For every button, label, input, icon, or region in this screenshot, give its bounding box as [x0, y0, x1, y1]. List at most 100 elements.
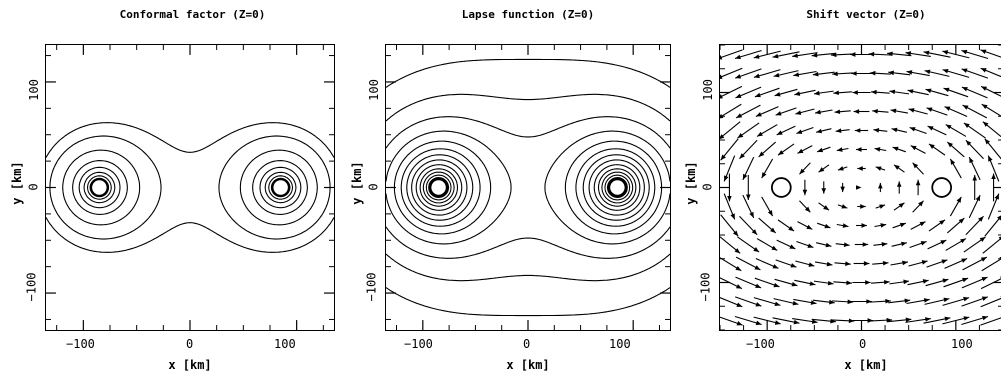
arrow-head [802, 189, 808, 196]
arrow-head [727, 195, 732, 202]
arrow-head [905, 51, 912, 56]
contour-line [78, 166, 302, 209]
arrow-head [906, 70, 913, 75]
arrow-head [796, 129, 803, 134]
arrow-head [773, 72, 780, 78]
arrow-head [881, 242, 888, 247]
arrow-head [925, 88, 932, 94]
contour-plot [385, 44, 671, 331]
arrow-head [829, 299, 835, 305]
arrow-head [823, 205, 830, 211]
arrow-head [910, 145, 917, 151]
arrow-head [988, 155, 993, 162]
arrow-head [774, 91, 781, 97]
arrow-head [950, 158, 956, 165]
arrow-head [825, 242, 832, 248]
arrow-head [962, 277, 969, 283]
arrow-head [846, 280, 852, 286]
arrow-head [816, 128, 822, 134]
arrow-head [963, 316, 970, 321]
y-tick-label: −100 [698, 272, 713, 302]
arrow-head [809, 281, 816, 286]
arrow-head [908, 108, 915, 113]
arrow-head [851, 71, 857, 76]
contour-line [425, 174, 631, 201]
arrow-head [776, 130, 783, 135]
arrow-head [793, 319, 800, 325]
arrow-head [905, 317, 912, 323]
contour-line [46, 122, 334, 253]
arrow-head [982, 121, 989, 127]
arrow-head [810, 300, 817, 305]
vector-svg [720, 45, 1001, 330]
arrow-head [734, 54, 741, 60]
arrow-head [919, 221, 926, 227]
arrow-head [755, 320, 762, 326]
arrow-head [981, 86, 988, 91]
arrow-head [789, 244, 796, 249]
arrow-head [866, 299, 872, 304]
arrow-head [991, 173, 996, 180]
arrow-head [811, 319, 818, 324]
arrow-head [947, 142, 953, 148]
arrow-head [736, 113, 743, 118]
arrow-head [777, 150, 784, 156]
arrow-head [961, 87, 968, 92]
arrow-head [863, 261, 870, 266]
arrow-head [942, 278, 949, 284]
arrow-head [901, 241, 907, 247]
arrow-head [724, 175, 729, 182]
arrow-head [775, 111, 782, 116]
arrow-head [853, 109, 860, 114]
arrow-head [969, 157, 974, 164]
star-circle [770, 177, 792, 198]
arrow-head [873, 128, 880, 133]
y-tick-label: 100 [700, 79, 715, 101]
y-axis-label: y [km] [684, 161, 698, 205]
arrow-head [821, 188, 827, 194]
shift-vector-panel: Shift vector (Z=0) y [km] 100 0 −100 −10… [671, 0, 1001, 377]
arrow-head [854, 128, 861, 133]
arrow-head [942, 50, 949, 55]
arrow-head [997, 215, 1001, 221]
arrow-head [757, 131, 763, 137]
contour-line [93, 181, 287, 194]
arrow-head [958, 218, 965, 224]
arrow-head [884, 279, 890, 285]
arrow-head [982, 315, 989, 321]
arrow-head [981, 277, 988, 282]
arrow-head [961, 258, 968, 263]
contour-line [415, 164, 641, 211]
arrow-head [869, 70, 876, 76]
arrow-head [979, 236, 986, 243]
arrow-head [774, 320, 781, 325]
arrow-head [817, 147, 824, 153]
contour-line [428, 177, 628, 198]
arrow-head [736, 302, 743, 307]
arrow-head [922, 279, 929, 284]
arrow-head [835, 128, 842, 133]
arrow-head [880, 223, 887, 228]
arrow-head [962, 105, 969, 110]
arrow-head [878, 182, 883, 189]
arrow-head [860, 204, 866, 209]
arrow-head [856, 185, 862, 190]
arrow-head [927, 126, 934, 131]
arrow-head [799, 168, 805, 175]
arrow-head [984, 138, 991, 145]
lapse-function-panel: Lapse function (Z=0) y [km] 100 0 −100 −… [335, 0, 671, 377]
arrow-head [788, 226, 795, 232]
arrow-head [975, 195, 981, 202]
vector-arrow [982, 237, 1001, 254]
arrow-head [857, 166, 863, 171]
arrow-head [920, 241, 927, 246]
arrow-head [827, 280, 834, 286]
arrow-head [940, 240, 947, 245]
arrow-head [739, 153, 745, 159]
arrow-head [792, 53, 798, 58]
arrow-head [980, 257, 987, 262]
arrow-head [980, 49, 987, 54]
arrow-head [737, 132, 744, 139]
arrow-head [875, 166, 882, 171]
arrow-head [892, 146, 899, 152]
